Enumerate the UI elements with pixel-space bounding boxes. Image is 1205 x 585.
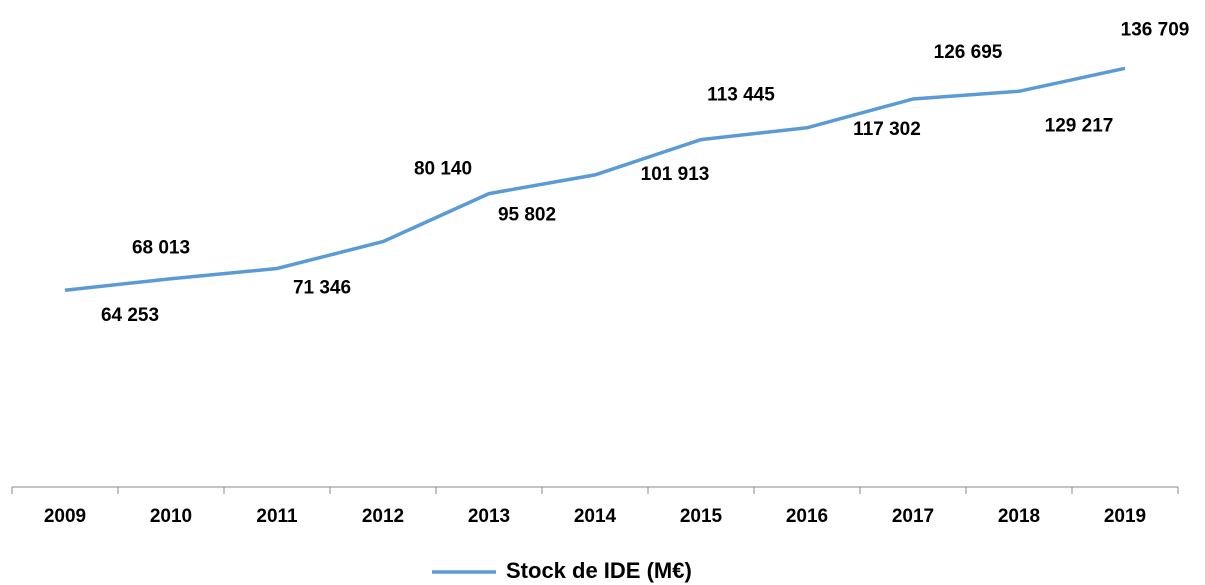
- data-line: [64, 66, 1126, 292]
- x-tick-label: 2011: [256, 506, 298, 527]
- data-label: 95 802: [498, 205, 556, 226]
- data-label: 129 217: [1045, 115, 1114, 136]
- data-label: 68 013: [132, 238, 190, 259]
- x-tick-label: 2013: [468, 506, 510, 527]
- data-label: 117 302: [853, 119, 921, 140]
- x-tick-label: 2016: [786, 506, 828, 527]
- data-label: 101 913: [641, 164, 710, 185]
- data-label: 64 253: [101, 305, 159, 326]
- x-tick-label: 2014: [574, 506, 617, 527]
- data-label: 136 709: [1121, 19, 1190, 40]
- legend-label: Stock de IDE (M€): [506, 558, 692, 583]
- x-tick-label: 2010: [150, 506, 192, 527]
- data-label: 71 346: [293, 278, 351, 299]
- x-tick-label: 2017: [892, 506, 934, 527]
- x-tick-label: 2018: [998, 506, 1040, 527]
- data-label: 113 445: [707, 85, 775, 106]
- x-tick-label: 2012: [362, 506, 404, 527]
- data-label: 80 140: [414, 159, 472, 180]
- data-label: 126 695: [934, 42, 1003, 63]
- x-tick-label: 2015: [680, 506, 723, 527]
- x-tick-label: 2019: [1104, 506, 1146, 527]
- x-tick-label: 2009: [44, 506, 86, 527]
